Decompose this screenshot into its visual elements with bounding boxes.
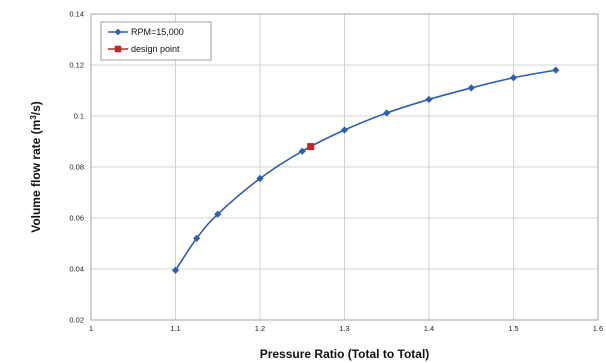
legend-label: RPM=15,000 (131, 27, 184, 37)
x-tick-label: 1.4 (424, 324, 434, 333)
y-axis-title-part: Volume flow rate (m (29, 120, 43, 233)
y-axis-title-superscript: 3 (29, 115, 38, 120)
series-rpm (171, 66, 560, 274)
design-point-marker (307, 143, 315, 151)
legend-swatch-marker (114, 28, 122, 36)
data-point (256, 174, 264, 183)
data-point (193, 234, 201, 242)
plot-area (90, 13, 599, 321)
x-axis-title: Pressure Ratio (Total to Total) (260, 347, 430, 361)
y-tick-label: 0.1 (74, 112, 84, 121)
data-point (509, 74, 518, 82)
x-tick-label: 1.2 (255, 324, 265, 333)
tick-labels: 1 1.1 1.2 1.3 1.4 1.5 1.6 0.02 0.04 0.06 0.08 0.1 0.… (69, 10, 603, 334)
y-axis-title-part: /s) (29, 101, 43, 115)
data-point (383, 109, 391, 117)
y-tick-label: 0.06 (69, 214, 84, 223)
data-point (467, 84, 475, 92)
legend-swatch-marker (114, 45, 122, 53)
data-point (552, 66, 560, 74)
series-design-point (307, 143, 315, 151)
data-point (298, 147, 306, 155)
x-tick-label: 1.5 (508, 324, 518, 333)
legend-label: design point (131, 44, 180, 54)
y-tick-label: 0.04 (69, 265, 84, 274)
data-point (171, 266, 180, 274)
legend-box (100, 21, 212, 61)
data-point (340, 126, 349, 134)
x-tick-label: 1.6 (593, 324, 603, 333)
y-axis-title: Volume flow rate (m3/s) (29, 101, 44, 233)
y-tick-label: 0.02 (69, 316, 84, 325)
data-point (214, 210, 222, 218)
x-tick-label: 1.3 (339, 324, 349, 333)
legend-entry: design point (108, 44, 180, 54)
legend: RPM=15,000 design point (100, 21, 212, 61)
x-tick-label: 1 (89, 324, 93, 333)
y-tick-label: 0.14 (69, 10, 84, 19)
x-tick-label: 1.1 (170, 324, 180, 333)
y-tick-label: 0.12 (69, 61, 84, 70)
legend-entry: RPM=15,000 (108, 27, 184, 37)
series-line (174, 69, 556, 271)
data-point (425, 95, 433, 104)
legend-items: RPM=15,000 design point (108, 27, 184, 54)
y-tick-label: 0.08 (69, 163, 84, 172)
series-layer (171, 66, 560, 274)
